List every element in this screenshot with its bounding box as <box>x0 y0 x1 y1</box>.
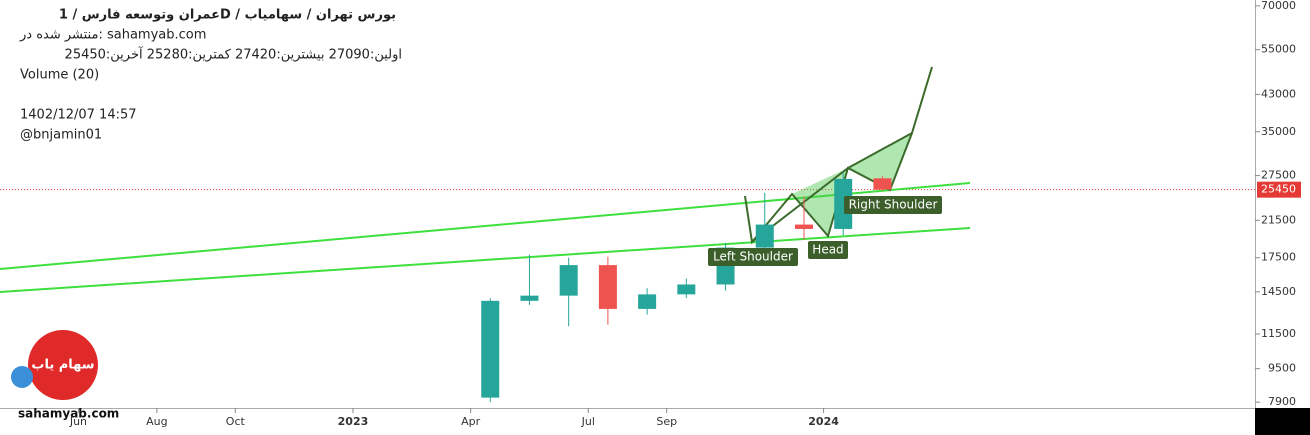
annotation-box <box>808 241 848 259</box>
candle-body <box>598 265 617 309</box>
trend-line <box>0 227 971 293</box>
y-tick-label: 9500 <box>1268 362 1296 375</box>
y-tick-label: 17500 <box>1261 251 1296 264</box>
candle-body <box>873 178 892 190</box>
x-tick-label: Jun <box>69 415 87 428</box>
x-tick-label: Apr <box>461 415 481 428</box>
candle-body <box>794 224 813 229</box>
watermark: sahamyab.com <box>18 407 119 421</box>
annotation: Left Shoulder <box>713 250 793 264</box>
annotation-box <box>844 196 942 214</box>
candle-body <box>520 295 539 301</box>
corner <box>1255 408 1310 435</box>
candle-body <box>677 284 696 295</box>
candle-body <box>481 300 500 398</box>
candle-body <box>559 265 578 296</box>
x-tick-label: Sep <box>656 415 677 428</box>
y-tick-label: 11500 <box>1261 327 1296 340</box>
x-tick-label: 2024 <box>808 415 839 428</box>
y-tick-label: 70000 <box>1261 0 1296 12</box>
pattern-line <box>847 132 913 169</box>
annotation-box <box>708 248 798 266</box>
y-tick-label: 7900 <box>1268 395 1296 408</box>
x-tick-label: Aug <box>146 415 167 428</box>
y-tick-label: 21500 <box>1261 213 1296 226</box>
logo <box>28 330 98 400</box>
y-tick-label: 43000 <box>1261 87 1296 100</box>
published: منتشر شده در: sahamyab.com <box>19 28 206 43</box>
volume-label: Volume (20) <box>20 68 99 83</box>
x-tick-label: 2023 <box>338 415 369 428</box>
last-price-box <box>1257 181 1301 198</box>
title: عمران وتوسعه فارس / 1D / بورس تهران / سه… <box>59 8 396 23</box>
logo-text: سهام یاب <box>31 358 94 373</box>
last-price-label: 25450 <box>1261 183 1296 196</box>
y-tick-label: 55000 <box>1261 43 1296 56</box>
x-tick-label: Oct <box>226 415 246 428</box>
candle-body <box>638 294 657 309</box>
candle-body <box>834 178 853 229</box>
x-tick-label: Jul <box>581 415 595 428</box>
author: @bnjamin01 <box>20 128 102 143</box>
y-tick-label: 27500 <box>1261 169 1296 182</box>
icon <box>11 366 33 388</box>
datetime: 1402/12/07 14:57 <box>20 108 137 123</box>
y-tick-label: 14500 <box>1261 285 1296 298</box>
candle-body <box>755 224 774 248</box>
pattern-fill <box>792 168 848 236</box>
annotation: Right Shoulder <box>849 198 938 212</box>
ohlc: اولین:27090 بیشترین:27420 کمترین:25280 آ… <box>65 46 402 63</box>
y-tick-label: 35000 <box>1261 125 1296 138</box>
annotation: Head <box>812 243 843 257</box>
